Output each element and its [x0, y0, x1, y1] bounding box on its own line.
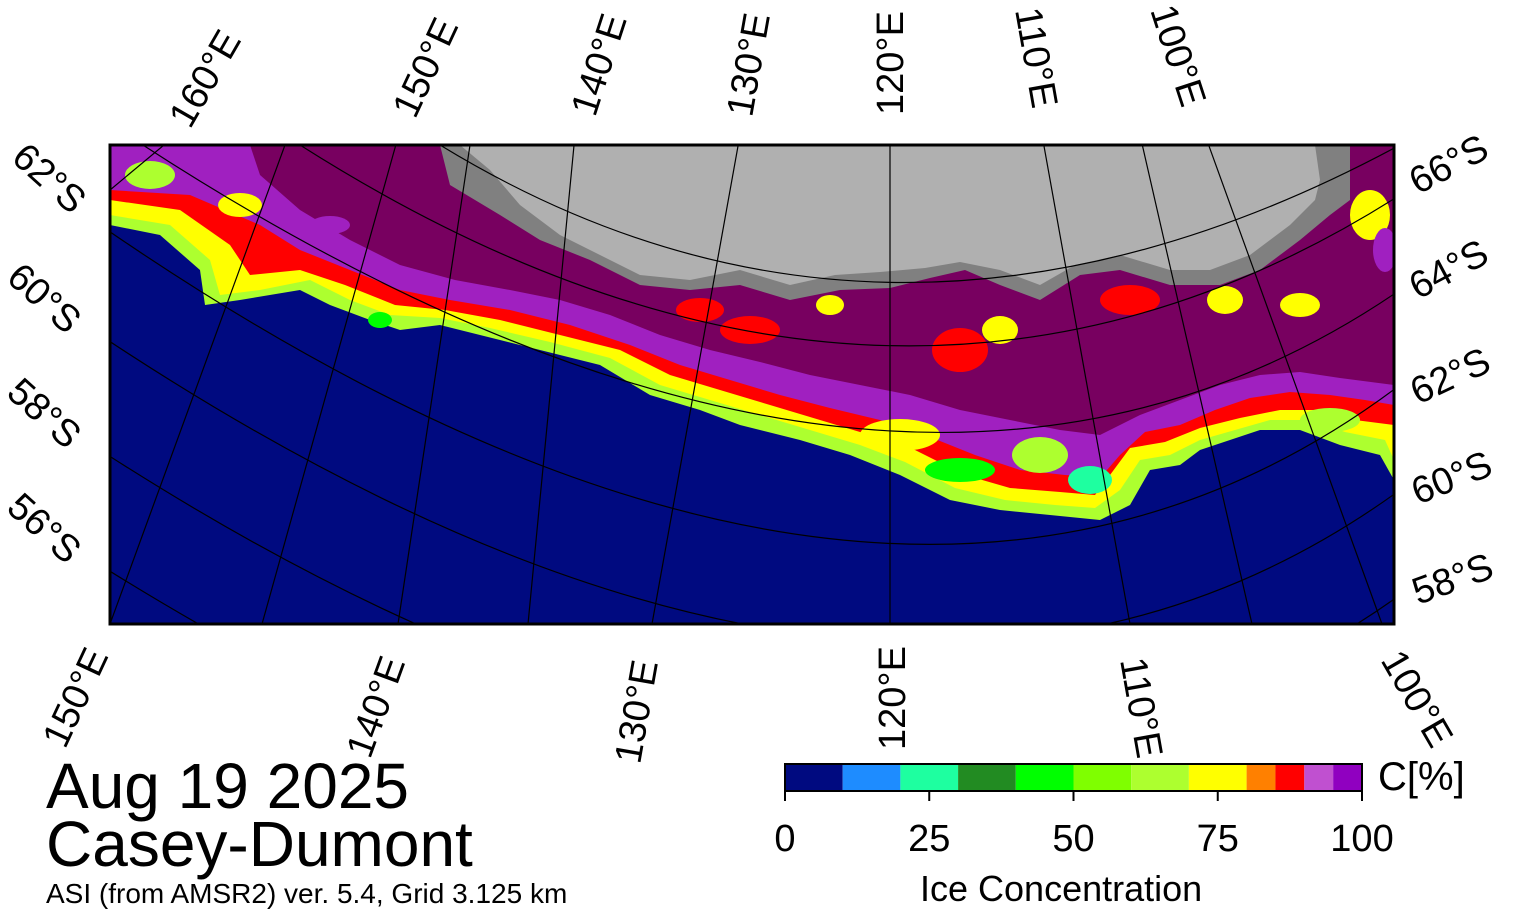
colorbar-tick-label: 0	[774, 818, 795, 860]
colorbar-bin	[1131, 764, 1189, 791]
right-lat-label: 64°S	[1403, 232, 1496, 308]
bottom-lon-label: 120°E	[872, 646, 914, 750]
colorbar-bin	[785, 764, 843, 791]
colorbar-bin	[1304, 764, 1334, 791]
bottom-lon-label: 140°E	[339, 651, 414, 763]
colorbar-tick-label: 75	[1197, 818, 1239, 860]
colorbar-bin	[900, 764, 959, 791]
graticule-meridians	[110, 145, 1383, 624]
top-lon-label: 160°E	[161, 23, 249, 134]
bottom-lon-label: 110°E	[1111, 654, 1170, 761]
bottom-longitude-labels: 150°E 140°E 130°E 120°E 110°E 100°E	[35, 642, 1460, 767]
right-latitude-labels: 66°S 64°S 62°S 60°S 58°S	[1403, 127, 1499, 613]
top-lon-label: 100°E	[1141, 0, 1213, 112]
top-lon-label: 120°E	[870, 11, 912, 115]
colorbar-bin	[842, 764, 901, 791]
colorbar-bin	[1188, 764, 1247, 791]
top-longitude-labels: 160°E 150°E 140°E 130°E 120°E 110°E 100°…	[161, 0, 1213, 135]
map-region-title: Casey-Dumont	[46, 808, 473, 880]
top-lon-label: 140°E	[564, 9, 636, 121]
colorbar-bin	[1015, 764, 1074, 791]
ice-speckles	[125, 161, 1394, 494]
colorbar-bin	[1246, 764, 1276, 791]
bottom-lon-label: 130°E	[608, 657, 667, 767]
right-lat-label: 66°S	[1403, 127, 1496, 203]
top-lon-label: 130°E	[720, 10, 779, 120]
right-lat-label: 62°S	[1404, 340, 1497, 413]
colorbar: 0 25 50 75 100	[774, 763, 1394, 860]
top-lon-label: 110°E	[1006, 4, 1065, 111]
graticule-parallels	[110, 145, 1394, 624]
bottom-lon-label: 150°E	[35, 642, 117, 754]
colorbar-bin	[1275, 764, 1305, 791]
colorbar-bin	[1333, 764, 1362, 791]
colorbar-bin	[1073, 764, 1132, 791]
left-lat-label: 58°S	[0, 370, 89, 457]
colorbar-tick-label: 25	[908, 818, 950, 860]
map-date: Aug 19 2025	[46, 750, 409, 822]
left-lat-label: 62°S	[4, 135, 94, 222]
colorbar-label: Ice Concentration	[920, 868, 1203, 909]
map-frame	[108, 143, 1396, 626]
colorbar-tick-label: 100	[1330, 818, 1393, 860]
top-lon-label: 150°E	[385, 12, 467, 124]
right-lat-label: 60°S	[1406, 443, 1499, 513]
right-lat-label: 58°S	[1407, 546, 1499, 614]
colorbar-unit: C[%]	[1378, 755, 1465, 799]
left-lat-label: 60°S	[0, 255, 89, 342]
left-latitude-labels: 62°S 60°S 58°S 56°S	[0, 135, 94, 572]
bottom-lon-label: 100°E	[1372, 644, 1460, 755]
colorbar-bin	[958, 764, 1016, 791]
left-lat-label: 56°S	[0, 485, 89, 572]
colorbar-tick-label: 50	[1052, 818, 1094, 860]
data-source-caption: ASI (from AMSR2) ver. 5.4, Grid 3.125 km	[46, 878, 568, 909]
